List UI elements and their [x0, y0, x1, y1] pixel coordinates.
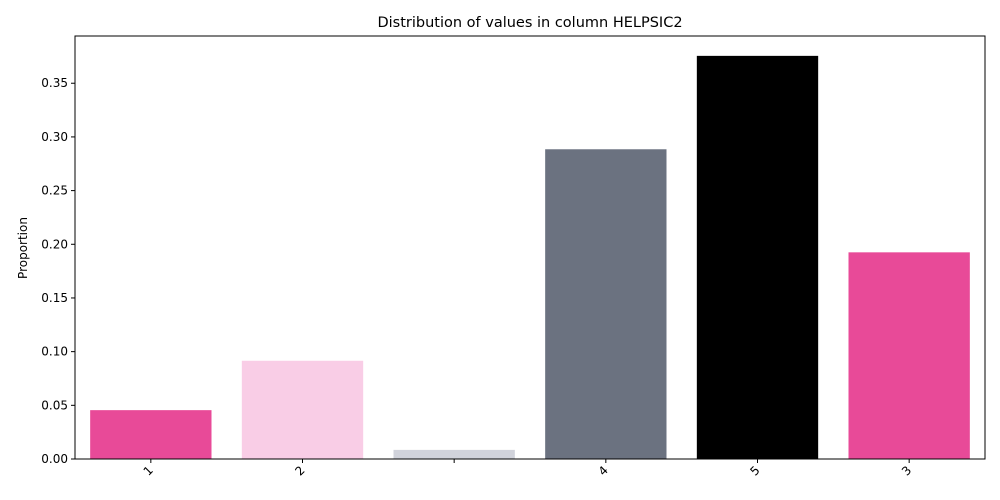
bar-blank	[393, 449, 515, 459]
bars-group	[90, 55, 970, 460]
y-tick-label: 0.30	[41, 130, 68, 144]
y-tick-label: 0.20	[41, 237, 68, 251]
chart-title: Distribution of values in column HELPSIC…	[377, 15, 682, 31]
y-axis-label: Proportion	[16, 217, 30, 279]
y-tick-label: 0.15	[41, 291, 68, 305]
y-tick-label: 0.05	[41, 398, 68, 412]
bar-3	[848, 252, 970, 459]
x-axis-ticks: 1 2 4 5 3	[141, 459, 914, 479]
x-tick-label: 3	[899, 463, 914, 478]
x-tick-label: 4	[596, 463, 611, 478]
x-tick-label: 2	[292, 463, 307, 478]
y-tick-label: 0.10	[41, 345, 68, 359]
y-axis-ticks: 0.00 0.05 0.10 0.15 0.20 0.25 0.30 0.35	[41, 76, 75, 466]
plot-frame	[74, 35, 986, 460]
bar-2	[241, 360, 364, 459]
bar-4	[545, 149, 667, 459]
y-tick-label: 0.35	[41, 76, 68, 90]
bar-1	[90, 410, 212, 459]
y-tick-label: 0.25	[41, 184, 68, 198]
y-tick-label: 0.00	[41, 452, 68, 466]
x-tick-label: 5	[747, 463, 762, 478]
bar-5	[696, 55, 819, 460]
x-tick-label: 1	[141, 463, 156, 478]
